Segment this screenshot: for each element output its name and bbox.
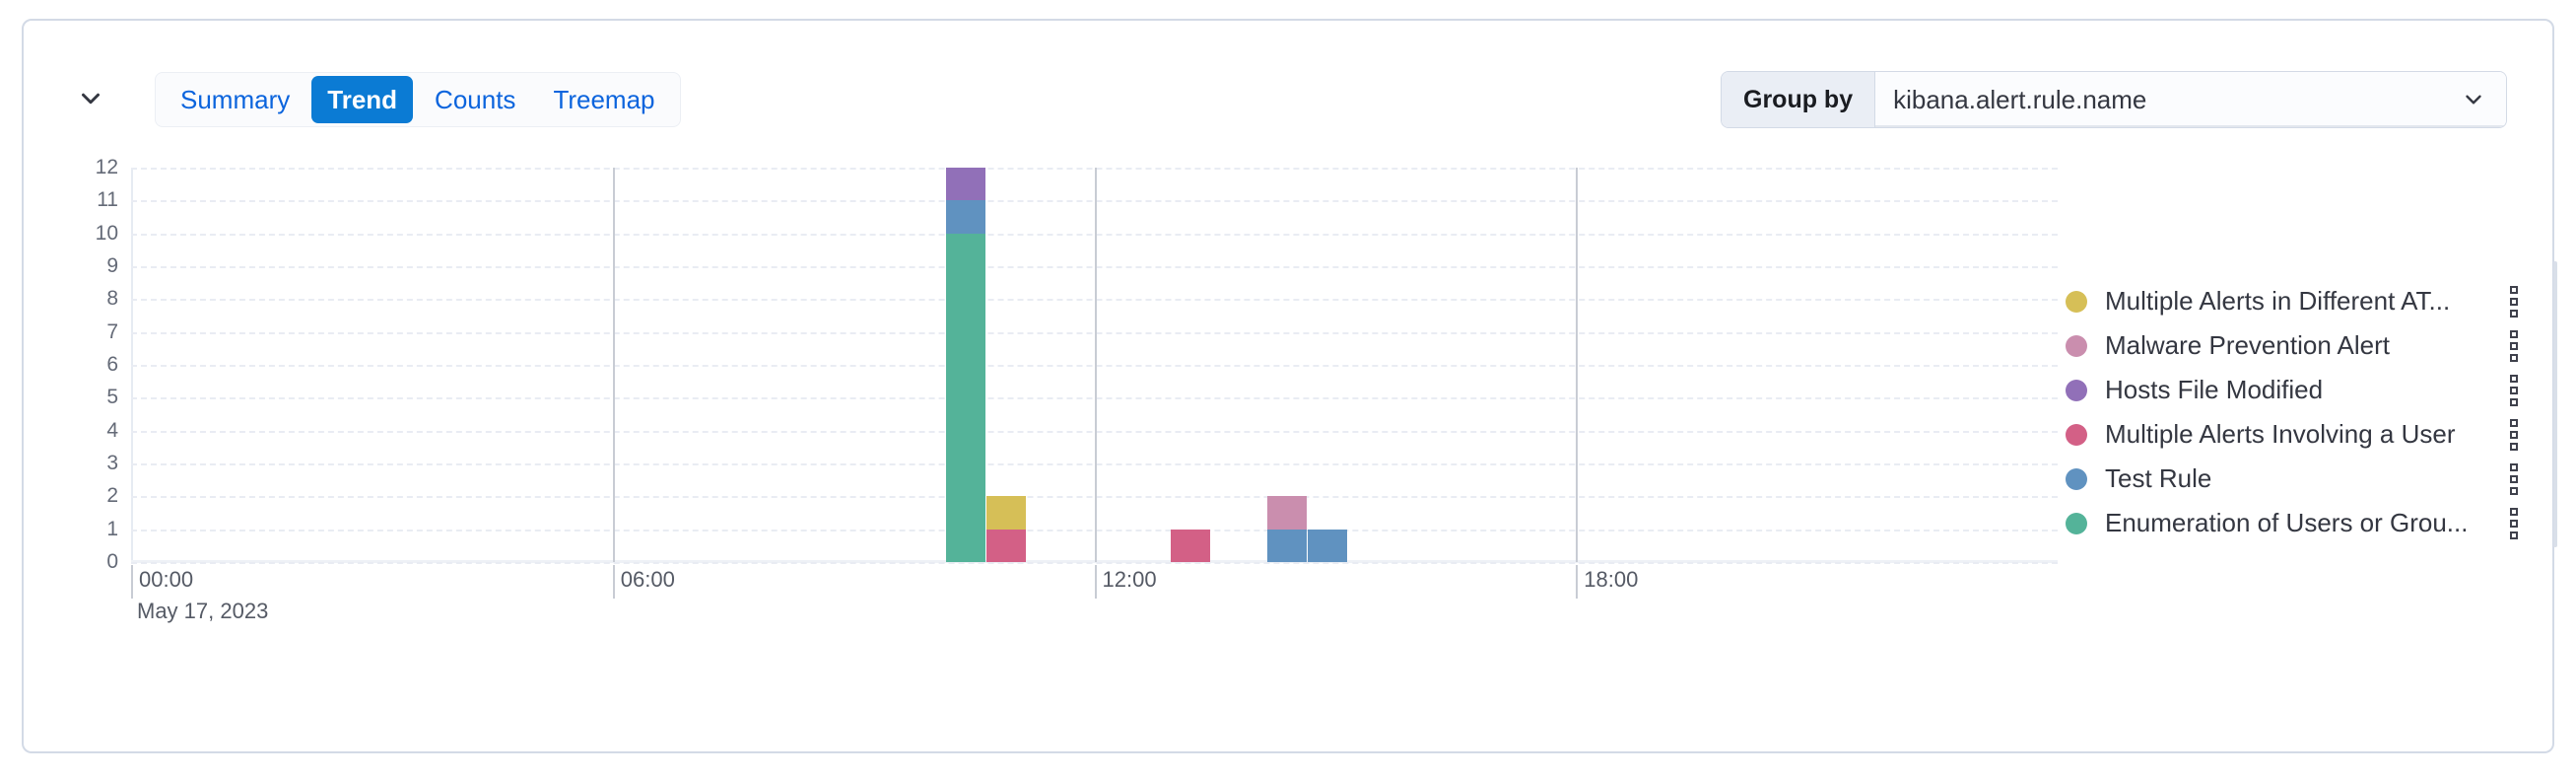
y-axis-tick: 2 bbox=[106, 484, 118, 508]
legend-item[interactable]: Test Rule bbox=[2066, 457, 2529, 501]
group-by-value: kibana.alert.rule.name bbox=[1893, 84, 2147, 114]
chart-bar-segment[interactable] bbox=[1171, 529, 1211, 562]
gridline-horizontal bbox=[131, 562, 2058, 564]
tab-trend[interactable]: Trend bbox=[311, 76, 414, 123]
group-by-control: Group by kibana.alert.rule.name bbox=[1721, 71, 2507, 128]
tab-treemap[interactable]: Treemap bbox=[537, 76, 670, 123]
chevron-down-icon bbox=[2461, 87, 2486, 112]
y-axis-tick: 8 bbox=[106, 287, 118, 311]
chart-bar-segment[interactable] bbox=[946, 168, 986, 201]
more-vertical-icon[interactable] bbox=[2499, 285, 2529, 318]
legend-color-dot bbox=[2066, 334, 2087, 357]
legend-item-label: Malware Prevention Alert bbox=[2105, 330, 2391, 360]
legend-item[interactable]: Multiple Alerts in Different AT... bbox=[2066, 279, 2529, 323]
chart-plot-area bbox=[131, 168, 2058, 564]
legend-item-label: Multiple Alerts Involving a User bbox=[2105, 419, 2456, 449]
chart-bar[interactable] bbox=[1267, 168, 1307, 562]
y-axis-tick: 11 bbox=[97, 188, 118, 212]
group-by-select[interactable]: kibana.alert.rule.name bbox=[1874, 72, 2506, 127]
x-axis-tick: 12:00 bbox=[1094, 565, 1157, 599]
y-axis-tick: 1 bbox=[106, 517, 118, 540]
group-by-label: Group by bbox=[1722, 72, 1875, 127]
chart-bar[interactable] bbox=[946, 168, 986, 562]
legend-item[interactable]: Enumeration of Users or Grou... bbox=[2066, 501, 2529, 545]
tab-summary[interactable]: Summary bbox=[165, 76, 305, 123]
y-axis-tick: 6 bbox=[106, 353, 118, 376]
chart-bar[interactable] bbox=[985, 168, 1026, 562]
y-axis-tick: 0 bbox=[106, 550, 118, 573]
more-vertical-icon[interactable] bbox=[2499, 507, 2529, 539]
gridline-vertical bbox=[612, 168, 615, 562]
legend-color-dot bbox=[2066, 467, 2087, 490]
legend-color-dot bbox=[2066, 290, 2087, 313]
x-axis-tick: 18:00 bbox=[1576, 565, 1638, 599]
more-vertical-icon[interactable] bbox=[2499, 462, 2529, 495]
legend-item-label: Multiple Alerts in Different AT... bbox=[2105, 286, 2451, 316]
chart-bar-segment[interactable] bbox=[1267, 529, 1307, 562]
more-vertical-icon[interactable] bbox=[2499, 329, 2529, 362]
chart-bar[interactable] bbox=[1171, 168, 1211, 562]
card-header: Summary Trend Counts Treemap Group by ki… bbox=[24, 21, 2552, 139]
legend-scrollbar[interactable] bbox=[2553, 261, 2557, 547]
x-axis-date-label: May 17, 2023 bbox=[137, 599, 269, 623]
chart-legend: Multiple Alerts in Different AT... Malwar… bbox=[2066, 279, 2529, 545]
legend-color-dot bbox=[2066, 512, 2087, 534]
chart-bar-segment[interactable] bbox=[1267, 496, 1307, 530]
y-axis-tick: 9 bbox=[106, 254, 118, 277]
view-tab-group: Summary Trend Counts Treemap bbox=[155, 72, 681, 127]
tab-counts[interactable]: Counts bbox=[419, 76, 531, 123]
gridline-vertical bbox=[1576, 168, 1579, 562]
alerts-histogram-card: Summary Trend Counts Treemap Group by ki… bbox=[22, 19, 2554, 753]
x-axis-tick: 00:00 bbox=[131, 565, 193, 599]
chart-bar-segment[interactable] bbox=[985, 529, 1026, 562]
chart-bar-segment[interactable] bbox=[946, 200, 986, 234]
y-axis-tick: 3 bbox=[106, 452, 118, 474]
x-axis-tick: 06:00 bbox=[612, 565, 675, 599]
y-axis-tick-labels: 0 1 2 3 4 5 6 7 8 9 10 11 12 bbox=[47, 156, 118, 573]
y-axis-tick: 10 bbox=[95, 221, 118, 245]
chart-bar[interactable] bbox=[1307, 168, 1347, 562]
legend-item[interactable]: Malware Prevention Alert bbox=[2066, 323, 2529, 368]
legend-color-dot bbox=[2066, 423, 2087, 446]
chart-bar-segment[interactable] bbox=[1307, 529, 1347, 562]
chevron-down-icon[interactable] bbox=[69, 77, 112, 120]
legend-item-label: Test Rule bbox=[2105, 463, 2212, 493]
gridline-vertical bbox=[1094, 168, 1097, 562]
y-axis-tick: 7 bbox=[106, 319, 118, 343]
x-axis-tick-labels: 00:00 06:00 12:00 18:00 May 17, 2023 bbox=[131, 565, 2058, 624]
chart-bar-segment[interactable] bbox=[946, 233, 986, 562]
legend-item[interactable]: Hosts File Modified bbox=[2066, 368, 2529, 412]
more-vertical-icon[interactable] bbox=[2499, 418, 2529, 451]
y-axis-tick: 12 bbox=[95, 156, 118, 178]
y-axis-tick: 5 bbox=[106, 386, 118, 409]
chart-bar-segment[interactable] bbox=[985, 496, 1026, 530]
legend-color-dot bbox=[2066, 379, 2087, 401]
y-axis-tick: 4 bbox=[106, 418, 118, 442]
legend-item-label: Hosts File Modified bbox=[2105, 375, 2324, 404]
legend-item[interactable]: Multiple Alerts Involving a User bbox=[2066, 412, 2529, 457]
more-vertical-icon[interactable] bbox=[2499, 374, 2529, 406]
legend-item-label: Enumeration of Users or Grou... bbox=[2105, 508, 2469, 537]
